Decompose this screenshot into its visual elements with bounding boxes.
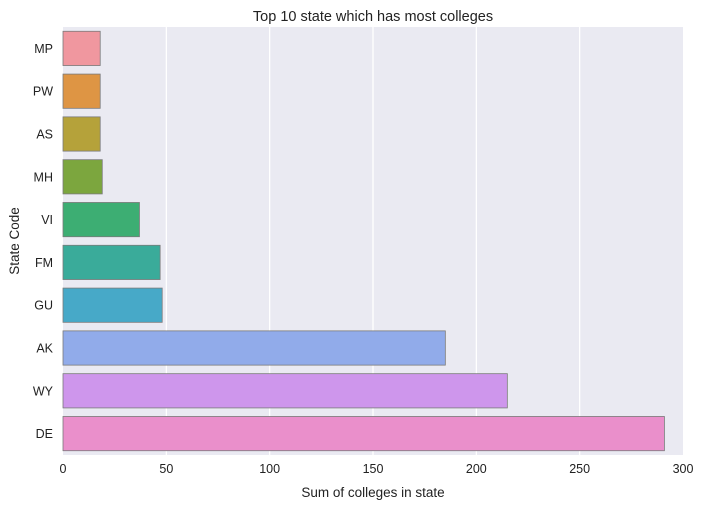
bar-as: [62, 116, 101, 152]
y-tick-label-de: DE: [36, 427, 53, 441]
y-tick-label-as: AS: [36, 128, 53, 142]
x-tick-labels: 0 50 100 150 200 250 300: [60, 462, 694, 476]
y-tick-label-ak: AK: [36, 342, 53, 356]
chart-title: Top 10 state which has most colleges: [253, 9, 493, 25]
y-tick-label-vi: VI: [41, 213, 53, 227]
bar-mp: [62, 30, 101, 66]
x-tick-label: 250: [569, 462, 590, 476]
bar-ak: [62, 330, 446, 366]
bar-fm: [62, 244, 161, 280]
x-tick-label: 300: [673, 462, 694, 476]
x-tick-label: 100: [259, 462, 280, 476]
y-tick-label-mp: MP: [34, 42, 53, 56]
bar-wy: [62, 373, 508, 409]
x-tick-label: 0: [60, 462, 67, 476]
x-tick-label: 150: [363, 462, 384, 476]
bar-de: [62, 416, 665, 452]
bar-gu: [62, 287, 163, 323]
y-tick-label-fm: FM: [35, 256, 53, 270]
y-tick-label-pw: PW: [33, 85, 53, 99]
y-tick-label-wy: WY: [33, 384, 54, 398]
y-tick-label-mh: MH: [34, 170, 53, 184]
bar-pw: [62, 73, 101, 109]
bars: [62, 30, 665, 452]
x-axis-label: Sum of colleges in state: [301, 485, 444, 500]
y-tick-label-gu: GU: [34, 299, 53, 313]
y-tick-labels: MP PW AS MH VI FM GU AK WY DE: [33, 42, 54, 441]
bar-mh: [62, 159, 103, 195]
bar-vi: [62, 202, 140, 238]
x-tick-label: 50: [159, 462, 173, 476]
x-tick-label: 200: [466, 462, 487, 476]
y-axis-label: State Code: [7, 207, 22, 275]
